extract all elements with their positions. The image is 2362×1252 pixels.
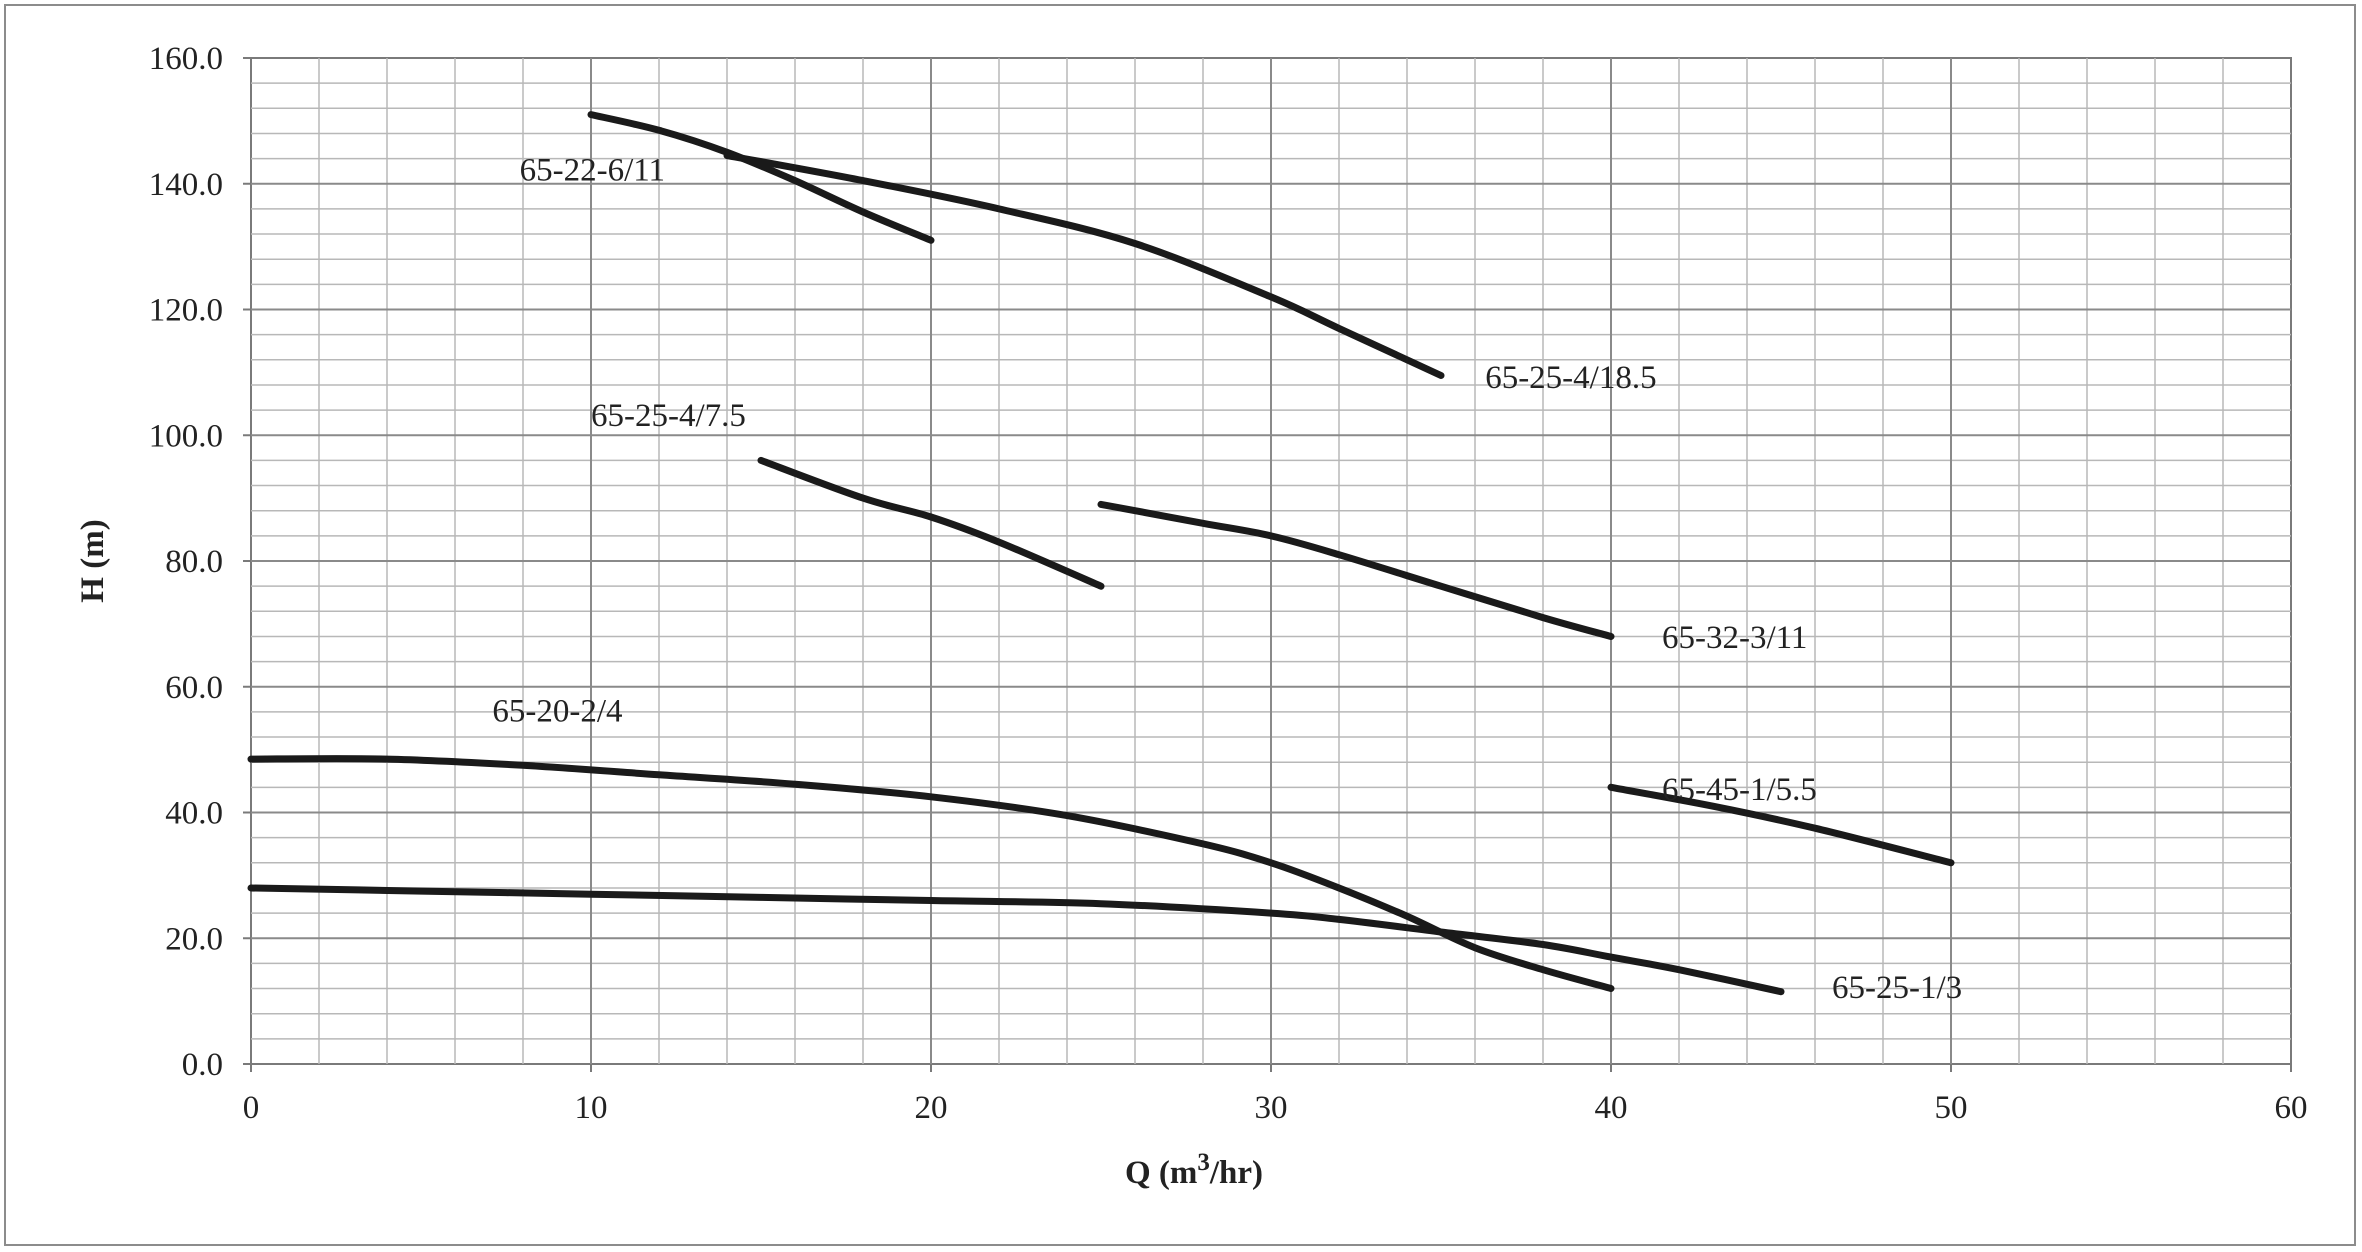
curve-label-65-20-2-4: 65-20-2/4 (492, 693, 622, 729)
y-tick-label: 160.0 (149, 41, 223, 77)
x-tick-label: 10 (575, 1090, 608, 1126)
curve-label-65-22-6-11: 65-22-6/11 (520, 153, 665, 189)
curve-label-65-25-4-7-5: 65-25-4/7.5 (591, 398, 746, 434)
curve-label-65-45-1-5-5: 65-45-1/5.5 (1662, 772, 1817, 808)
curve-65-25-4-7-5 (757, 456, 1105, 590)
x-axis-title-superscript: 3 (1197, 1149, 1210, 1176)
major-gridlines (251, 58, 2291, 1064)
x-tick-label: 0 (243, 1090, 260, 1126)
x-tick-label: 50 (1935, 1090, 1968, 1126)
x-tick-label: 30 (1255, 1090, 1288, 1126)
y-tick-label: 60.0 (165, 670, 223, 706)
y-tick-label: 140.0 (149, 167, 223, 203)
x-axis-ticks: 0 10 20 30 40 50 60 (243, 1064, 2308, 1126)
x-tick-label: 20 (915, 1090, 948, 1126)
x-tick-label: 60 (2275, 1090, 2308, 1126)
y-tick-label: 100.0 (149, 418, 223, 454)
curve-65-45-1-5-5 (1607, 783, 1955, 867)
curve-65-25-1-3 (247, 884, 1785, 996)
x-axis-title-suffix: /hr) (1209, 1155, 1263, 1191)
y-tick-label: 0.0 (182, 1047, 223, 1083)
curve-65-32-3-11 (1097, 500, 1615, 640)
y-tick-label: 20.0 (165, 921, 223, 957)
pump-curves (247, 111, 1955, 996)
y-tick-label: 40.0 (165, 796, 223, 832)
curve-label-65-25-1-3: 65-25-1/3 (1832, 970, 1962, 1006)
curve-labels: 65-22-6/11 65-25-4/18.5 65-25-4/7.5 65-32-3… (492, 153, 1962, 1006)
x-tick-label: 40 (1595, 1090, 1628, 1126)
x-axis-title: Q (m3/hr) (1125, 1149, 1263, 1191)
y-axis-ticks: 0.0 20.0 40.0 60.0 80.0 100.0 120.0 140.0 160.0 (149, 41, 251, 1083)
curve-65-22-6-11 (587, 111, 935, 244)
curve-label-65-32-3-11: 65-32-3/11 (1662, 620, 1807, 656)
curve-label-65-25-4-18-5: 65-25-4/18.5 (1485, 360, 1656, 396)
y-tick-label: 80.0 (165, 544, 223, 580)
curve-65-25-4-18-5 (723, 152, 1445, 379)
y-tick-label: 120.0 (149, 293, 223, 329)
x-axis-title-prefix: Q (m (1125, 1155, 1197, 1191)
y-axis-title: H (m) (75, 519, 111, 602)
